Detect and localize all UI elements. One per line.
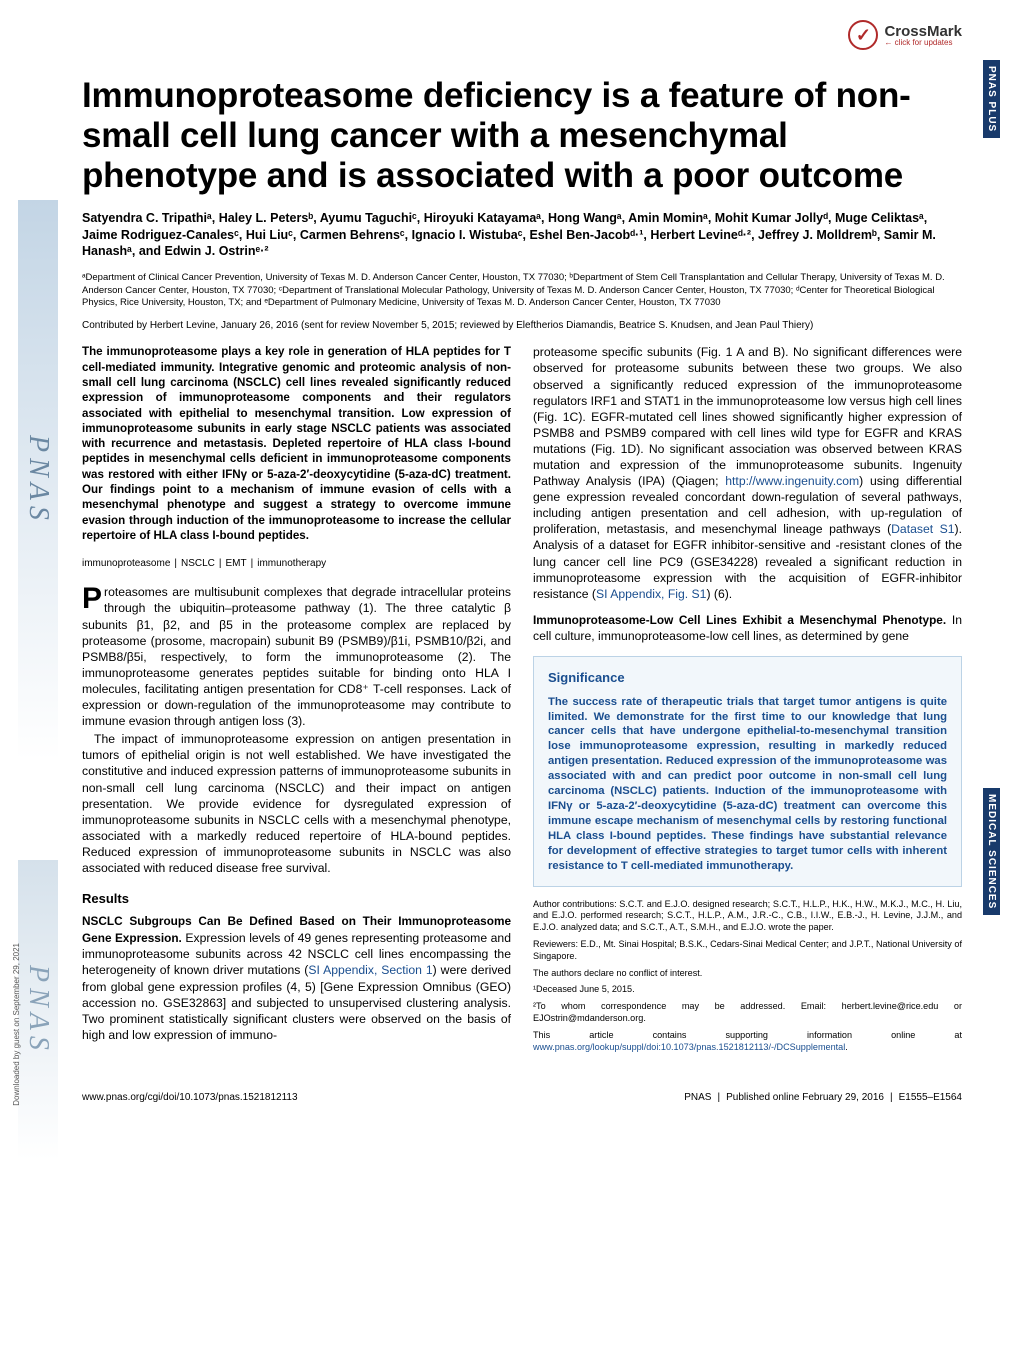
right-column: proteasome specific subunits (Fig. 1 A a… — [533, 344, 962, 1058]
pnas-side-label-2: PNAS — [18, 860, 58, 1160]
right-p1-a: proteasome specific subunits (Fig. 1 A a… — [533, 345, 962, 488]
significance-box: Significance The success rate of therape… — [533, 656, 962, 886]
correspondence-line: ²To whom correspondence may be addressed… — [533, 1001, 962, 1025]
conflict-line: The authors declare no conflict of inter… — [533, 968, 962, 980]
right-p1-d: ) (6). — [706, 587, 732, 601]
kw-4: immunotherapy — [257, 558, 326, 569]
significance-text: The success rate of therapeutic trials t… — [548, 695, 947, 874]
footer-date: Published online February 29, 2016 — [726, 1092, 884, 1103]
footer-doi: www.pnas.org/cgi/doi/10.1073/pnas.152181… — [82, 1092, 298, 1103]
intro-para-2: The impact of immunoproteasome expressio… — [82, 731, 511, 876]
contributed-line: Contributed by Herbert Levine, January 2… — [82, 319, 962, 332]
kw-3: EMT — [226, 558, 247, 569]
section-badge-plus: PNAS PLUS — [983, 60, 1000, 138]
intro-para-1-text: roteasomes are multisubunit complexes th… — [82, 585, 511, 728]
kw-1: immunoproteasome — [82, 558, 170, 569]
crossmark-brand: CrossMark — [884, 24, 962, 39]
author-contributions: Author contributions: S.C.T. and E.J.O. … — [533, 899, 962, 934]
suppl-pre: This article contains supporting informa… — [533, 1030, 962, 1040]
ingenuity-link[interactable]: http://www.ingenuity.com — [725, 474, 859, 488]
deceased-line: ¹Deceased June 5, 2015. — [533, 984, 962, 996]
left-column: The immunoproteasome plays a key role in… — [82, 344, 511, 1058]
right-para-2: Immunoproteasome-Low Cell Lines Exhibit … — [533, 612, 962, 645]
authors: Satyendra C. Tripathiᵃ, Haley L. Petersᵇ… — [82, 210, 962, 261]
article-title: Immunoproteasome deficiency is a feature… — [82, 76, 962, 196]
si-appendix-link[interactable]: SI Appendix, Section 1 — [308, 963, 432, 977]
crossmark-text: CrossMark ← click for updates — [884, 24, 962, 47]
abstract: The immunoproteasome plays a key role in… — [82, 344, 511, 543]
dataset-s1-link[interactable]: Dataset S1 — [891, 522, 954, 536]
supplemental-line: This article contains supporting informa… — [533, 1030, 962, 1054]
keywords: immunoproteasome|NSCLC|EMT|immunotherapy — [82, 557, 511, 570]
supplemental-link[interactable]: www.pnas.org/lookup/suppl/doi:10.1073/pn… — [533, 1042, 845, 1052]
suppl-post: . — [845, 1042, 848, 1052]
download-note: Downloaded by guest on September 29, 202… — [12, 943, 21, 1106]
right-para-1: proteasome specific subunits (Fig. 1 A a… — [533, 344, 962, 602]
footer-pages: E1555–E1564 — [899, 1092, 962, 1103]
crossmark-badge[interactable]: ✓ CrossMark ← click for updates — [848, 20, 962, 50]
affiliations: ᵃDepartment of Clinical Cancer Preventio… — [82, 272, 962, 309]
dropcap: P — [82, 584, 104, 612]
page-footer: www.pnas.org/cgi/doi/10.1073/pnas.152181… — [82, 1086, 962, 1103]
kw-2: NSCLC — [181, 558, 215, 569]
footnotes: Author contributions: S.C.T. and E.J.O. … — [533, 899, 962, 1054]
footer-pnas: PNAS — [684, 1092, 711, 1103]
significance-heading: Significance — [548, 669, 947, 686]
section-badge-medical: MEDICAL SCIENCES — [983, 788, 1000, 915]
results-para-1: NSCLC Subgroups Can Be Defined Based on … — [82, 913, 511, 1043]
crossmark-sub: ← click for updates — [884, 39, 962, 47]
fig-s1-link[interactable]: SI Appendix, Fig. S1 — [596, 587, 706, 601]
pnas-side-label: PNAS — [18, 200, 58, 760]
right-sub2: Immunoproteasome-Low Cell Lines Exhibit … — [533, 613, 946, 627]
crossmark-icon: ✓ — [848, 20, 878, 50]
results-heading: Results — [82, 890, 511, 907]
reviewers-line: Reviewers: E.D., Mt. Sinai Hospital; B.S… — [533, 939, 962, 963]
intro-para-1: Proteasomes are multisubunit complexes t… — [82, 584, 511, 729]
